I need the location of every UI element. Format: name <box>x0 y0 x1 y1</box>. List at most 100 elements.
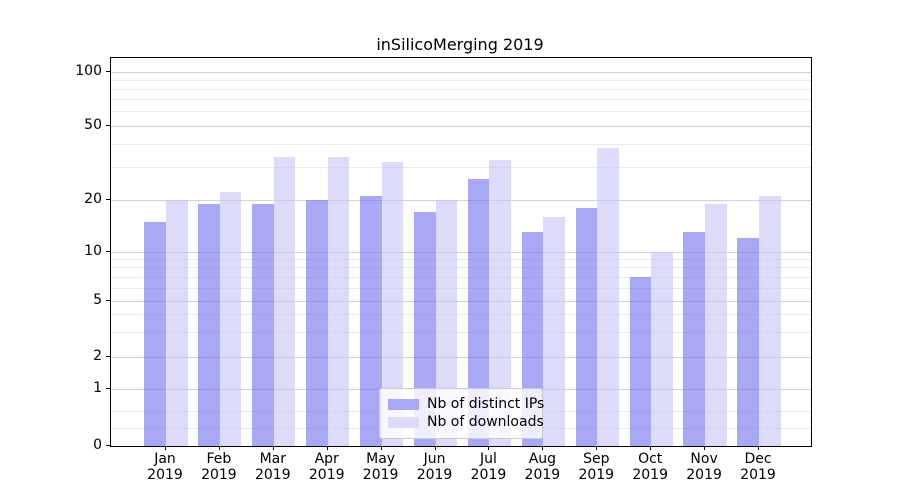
gridline-minor <box>111 267 811 269</box>
bar-group-may <box>360 58 404 446</box>
x-tick-month: Mar <box>259 451 287 467</box>
x-tick-year: 2019 <box>416 467 453 483</box>
bar-distinct-ips-mar <box>252 203 274 446</box>
gridline-minor <box>111 143 811 145</box>
x-tick-year: 2019 <box>524 467 561 483</box>
bar-distinct-ips-nov <box>683 232 706 446</box>
y-tick-mark <box>106 356 110 357</box>
x-tick-mark <box>380 446 382 450</box>
x-tick-label-jan: Jan 2019 <box>135 451 195 483</box>
x-tick-month: Nov <box>690 451 718 467</box>
x-tick-mark <box>326 446 328 450</box>
x-tick-mark <box>596 446 598 450</box>
x-tick-label-jun: Jun 2019 <box>405 451 465 483</box>
x-tick-label-apr: Apr 2019 <box>297 451 357 483</box>
bar-downloads-aug <box>543 216 565 446</box>
bar-downloads-jun <box>435 200 458 446</box>
y-tick-mark <box>106 71 110 72</box>
x-tick-mark <box>218 446 220 450</box>
x-tick-mark <box>757 446 759 450</box>
bar-downloads-mar <box>273 157 296 446</box>
y-tick-label: 0 <box>93 437 102 453</box>
bar-distinct-ips-jun <box>413 212 436 446</box>
x-tick-month: Jul <box>480 451 497 467</box>
x-tick-month: Aug <box>528 451 557 467</box>
bar-distinct-ips-feb <box>198 203 220 446</box>
bar-downloads-dec <box>758 196 781 446</box>
gridline-minor <box>111 166 811 168</box>
bar-distinct-ips-dec <box>737 238 759 446</box>
x-tick-month: Oct <box>638 451 663 467</box>
x-tick-mark <box>704 446 706 450</box>
x-tick-year: 2019 <box>308 467 345 483</box>
legend-row-downloads: Nb of downloads <box>388 414 544 431</box>
gridline-minor <box>111 99 811 101</box>
bar-group-nov <box>683 58 727 446</box>
bar-downloads-may <box>381 162 404 446</box>
plot-area <box>110 57 812 447</box>
x-tick-label-feb: Feb 2019 <box>189 451 249 483</box>
x-tick-year: 2019 <box>201 467 237 483</box>
bar-group-mar <box>252 58 296 446</box>
y-tick-mark <box>106 251 110 252</box>
x-tick-month: May <box>366 451 396 467</box>
y-tick-label: 100 <box>75 63 102 79</box>
bar-downloads-feb <box>219 192 242 446</box>
x-tick-mark <box>272 446 274 450</box>
bar-group-apr <box>306 58 350 446</box>
bar-distinct-ips-jan <box>144 221 166 446</box>
gridline-minor <box>111 276 811 278</box>
bar-downloads-oct <box>651 252 673 446</box>
x-tick-label-oct: Oct 2019 <box>620 451 680 483</box>
gridline-minor <box>111 314 811 316</box>
y-tick-label: 10 <box>84 243 102 259</box>
legend: Nb of distinct IPs Nb of downloads <box>379 388 544 439</box>
gridline-major <box>111 71 811 73</box>
x-tick-month: Feb <box>206 451 232 467</box>
x-tick-mark <box>165 446 166 450</box>
legend-row-distinct-ips: Nb of distinct IPs <box>388 396 544 413</box>
y-tick-mark <box>106 445 110 446</box>
x-tick-label-aug: Aug 2019 <box>512 451 572 483</box>
x-tick-label-mar: Mar 2019 <box>243 451 303 483</box>
x-tick-year: 2019 <box>470 467 507 483</box>
bar-group-jul <box>467 58 512 446</box>
bar-downloads-sep <box>597 148 619 446</box>
bar-group-jun <box>413 58 458 446</box>
bar-downloads-nov <box>705 203 727 446</box>
gridline-minor <box>111 88 811 90</box>
gridline-major <box>111 199 811 201</box>
legend-label-distinct-ips: Nb of distinct IPs <box>427 396 545 412</box>
bar-downloads-jul <box>489 159 512 446</box>
gridline-minor <box>111 79 811 81</box>
x-tick-month: Jan <box>154 451 176 467</box>
bar-downloads-jan <box>165 200 188 446</box>
gridline-major <box>111 356 811 358</box>
bar-downloads-apr <box>327 157 350 446</box>
gridline-minor <box>111 258 811 260</box>
x-tick-label-dec: Dec 2019 <box>728 451 788 483</box>
bar-group-feb <box>198 58 242 446</box>
x-tick-label-sep: Sep 2019 <box>566 451 626 483</box>
gridline-major <box>111 251 811 253</box>
x-tick-year: 2019 <box>362 467 399 483</box>
y-tick-mark <box>106 388 110 389</box>
legend-swatch-0 <box>388 399 419 410</box>
bar-distinct-ips-may <box>360 196 382 446</box>
bar-distinct-ips-apr <box>306 200 328 446</box>
x-tick-month: Jun <box>423 451 446 467</box>
gridline-minor <box>111 111 811 113</box>
bar-distinct-ips-jul <box>467 178 490 446</box>
y-tick-label: 1 <box>93 380 102 396</box>
x-tick-month: Dec <box>744 451 772 467</box>
bar-group-sep <box>575 58 619 446</box>
gridline-major <box>111 300 811 302</box>
x-tick-month: Apr <box>314 451 339 467</box>
bar-distinct-ips-oct <box>629 277 652 446</box>
gridline-minor <box>111 331 811 333</box>
gridline-minor <box>111 287 811 289</box>
y-tick-mark <box>106 300 110 301</box>
bar-group-jan <box>144 58 188 446</box>
x-tick-year: 2019 <box>632 467 668 483</box>
